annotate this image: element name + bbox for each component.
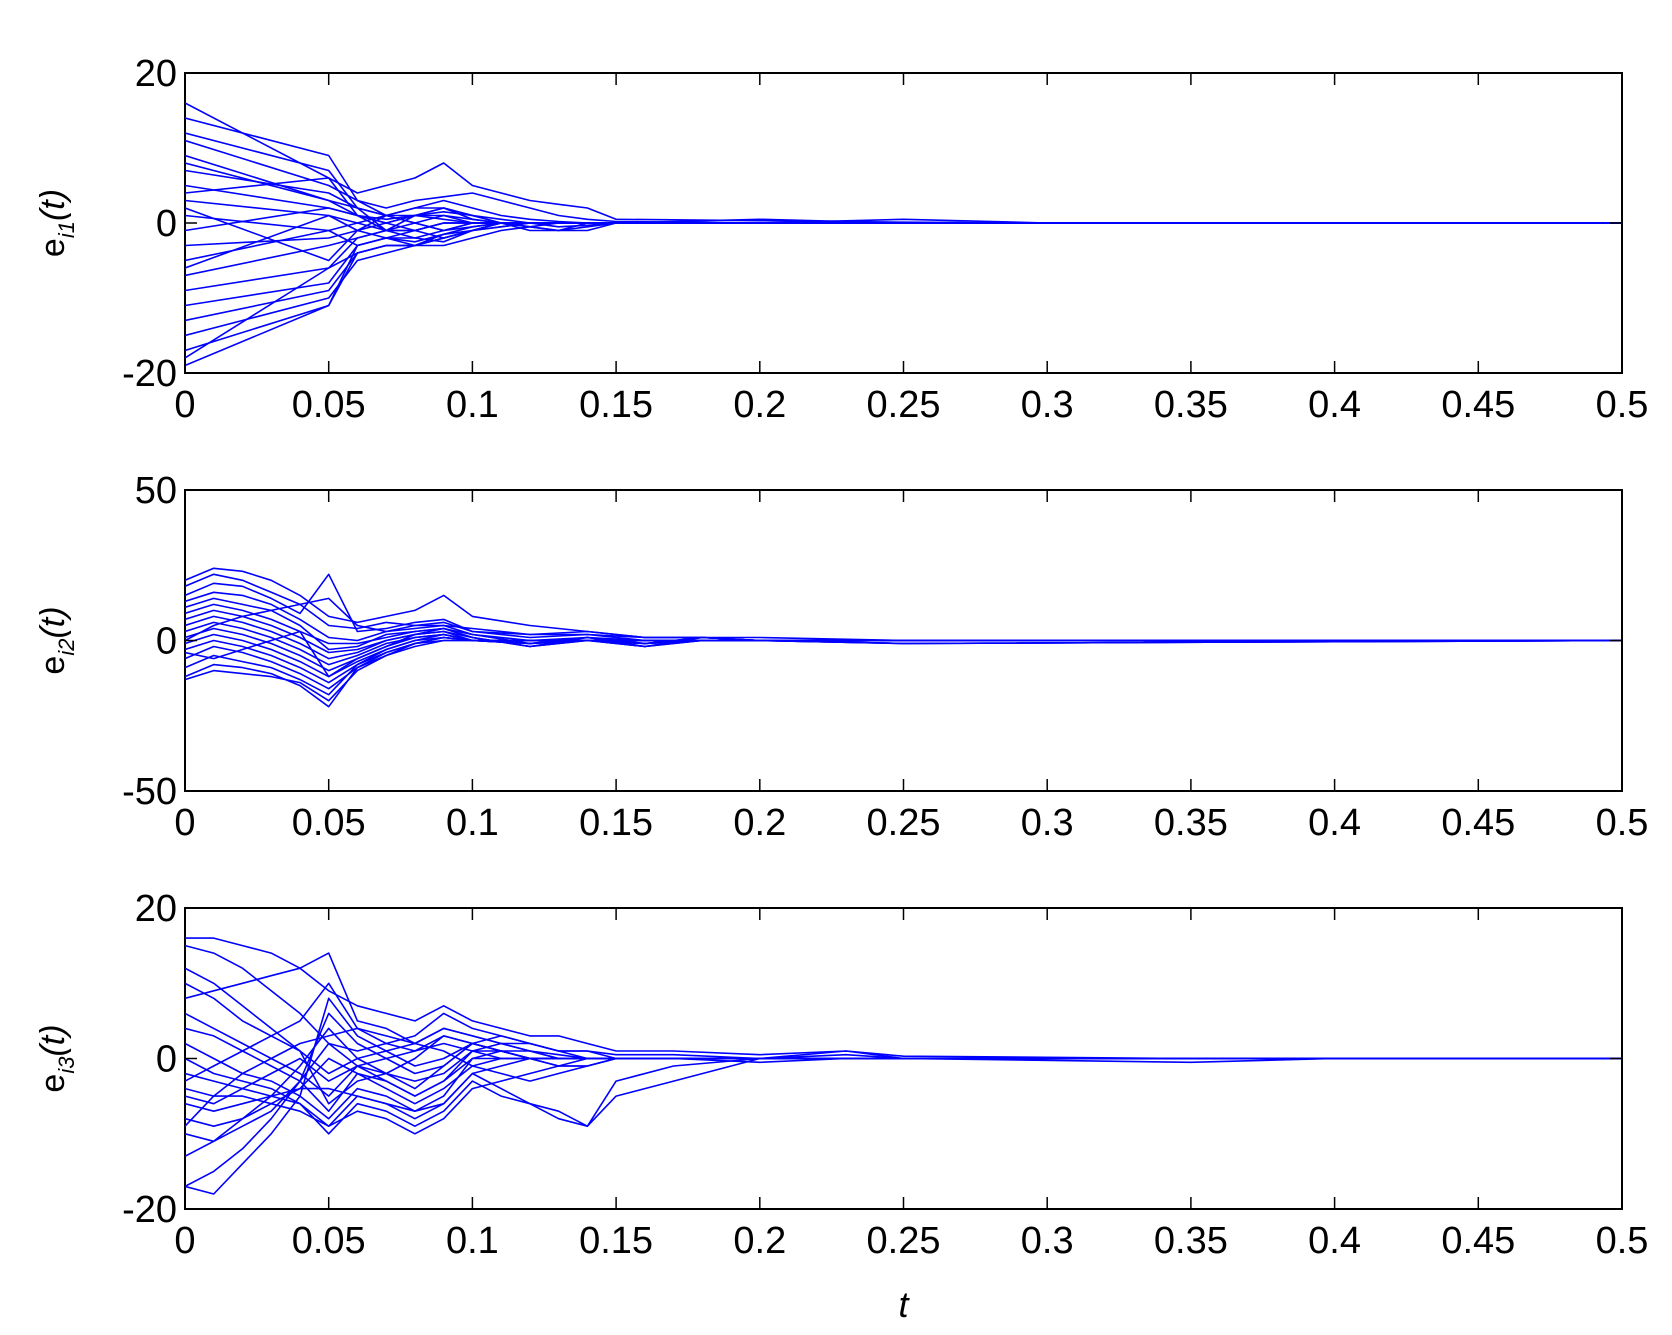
x-tick-label-p3-7: 0.35 (1154, 1220, 1228, 1262)
x-tick-label-p2-6: 0.3 (1021, 802, 1074, 844)
x-tick-label-p1-2: 0.1 (446, 384, 499, 426)
x-tick-label-p2-2: 0.1 (446, 802, 499, 844)
x-tick-label-p1-0: 0 (174, 384, 195, 426)
x-tick-label-p1-1: 0.05 (292, 384, 366, 426)
y-tick-label-p2-2: 50 (135, 470, 177, 512)
y-tick-label-p1-2: 20 (135, 53, 177, 95)
y-tick-label-p1-1: 0 (156, 203, 177, 245)
x-tick-label-p1-5: 0.25 (867, 384, 941, 426)
x-tick-label-p2-3: 0.15 (579, 802, 653, 844)
subplot-p3: 0 0.05 0.1 0.15 0.2 0.25 0.3 0.35 0.4 0.45 0.5-200… (34, 888, 1648, 1325)
series-group-p2 (185, 567, 1622, 708)
series-line-p3-20 (185, 982, 1622, 1082)
x-tick-label-p2-7: 0.35 (1154, 802, 1228, 844)
x-tick-label-p2-8: 0.4 (1308, 802, 1361, 844)
x-tick-label-p3-3: 0.15 (579, 1220, 653, 1262)
y-tick-label-p2-1: 0 (156, 621, 177, 663)
y-axis-label-p2: ei2(t) (34, 606, 79, 674)
series-group-p3 (185, 937, 1622, 1195)
x-tick-label-p3-10: 0.5 (1596, 1220, 1649, 1262)
y-axis-label-p1: ei1(t) (34, 189, 79, 257)
x-tick-label-p2-1: 0.05 (292, 802, 366, 844)
x-tick-label-p3-8: 0.4 (1308, 1220, 1361, 1262)
x-tick-label-p2-5: 0.25 (867, 802, 941, 844)
series-line-p2-18 (185, 627, 1622, 678)
x-tick-label-p1-7: 0.35 (1154, 384, 1228, 426)
x-tick-label-p1-3: 0.15 (579, 384, 653, 426)
x-tick-label-p3-1: 0.05 (292, 1220, 366, 1262)
subplot-p1: 0 0.05 0.1 0.15 0.2 0.25 0.3 0.35 0.4 0.45 0.5-200… (34, 53, 1648, 426)
x-tick-label-p3-4: 0.2 (733, 1220, 786, 1262)
x-tick-label-p2-10: 0.5 (1596, 802, 1649, 844)
x-tick-label-p1-8: 0.4 (1308, 384, 1361, 426)
x-axis-label-p3: t (898, 1284, 910, 1325)
series-group-p1 (185, 102, 1622, 367)
x-tick-label-p3-6: 0.3 (1021, 1220, 1074, 1262)
x-tick-label-p1-4: 0.2 (733, 384, 786, 426)
x-tick-label-p2-4: 0.2 (733, 802, 786, 844)
series-line-p1-24 (185, 214, 1622, 269)
subplot-p2: 0 0.05 0.1 0.15 0.2 0.25 0.3 0.35 0.4 0.45 0.5-500… (34, 470, 1648, 844)
x-tick-label-p1-10: 0.5 (1596, 384, 1649, 426)
y-tick-label-p1-0: -20 (122, 353, 177, 395)
y-tick-label-p3-1: 0 (156, 1039, 177, 1081)
x-tick-label-p3-0: 0 (174, 1220, 195, 1262)
x-tick-label-p2-0: 0 (174, 802, 195, 844)
y-tick-label-p3-0: -20 (122, 1189, 177, 1231)
series-line-p2-16 (185, 639, 1622, 702)
y-tick-label-p3-2: 20 (135, 888, 177, 930)
x-tick-label-p3-5: 0.25 (867, 1220, 941, 1262)
x-tick-label-p3-2: 0.1 (446, 1220, 499, 1262)
x-tick-label-p1-9: 0.45 (1441, 384, 1515, 426)
x-tick-label-p3-9: 0.45 (1441, 1220, 1515, 1262)
y-axis-label-p3: ei3(t) (34, 1024, 79, 1092)
x-tick-label-p2-9: 0.45 (1441, 802, 1515, 844)
y-tick-label-p2-0: -50 (122, 771, 177, 813)
x-tick-label-p1-6: 0.3 (1021, 384, 1074, 426)
